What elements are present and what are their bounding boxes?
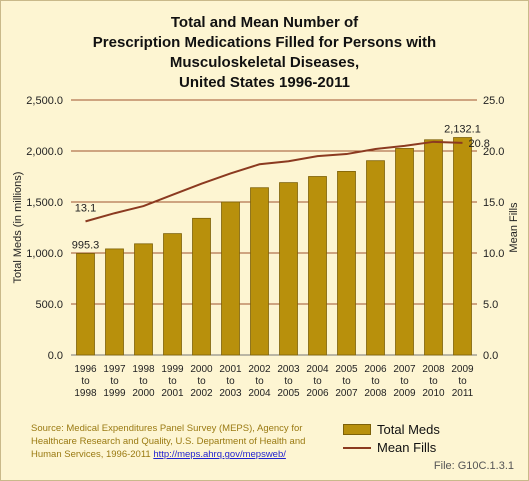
legend-item-mean-fills: Mean Fills xyxy=(343,438,493,456)
y-axis-title: Total Meds (in millions) xyxy=(12,172,24,284)
x-tick-label: to xyxy=(197,376,206,387)
source-note: Source: Medical Expenditures Panel Surve… xyxy=(31,422,331,461)
legend-label: Total Meds xyxy=(377,422,440,437)
x-tick-label: 2004 xyxy=(306,364,329,375)
legend-line-swatch xyxy=(343,447,371,449)
x-tick-label: 2001 xyxy=(161,388,184,399)
y-tick-label: 2,000.0 xyxy=(26,146,63,158)
x-tick-label: 2002 xyxy=(248,364,271,375)
bar-total-meds xyxy=(337,170,356,356)
x-tick-label: 2001 xyxy=(219,364,242,375)
bar-total-meds xyxy=(192,217,211,356)
x-tick-label: 2009 xyxy=(451,364,474,375)
y2-tick-label: 5.0 xyxy=(483,299,498,311)
x-tick-label: 2010 xyxy=(422,388,445,399)
data-label: 20.8 xyxy=(469,138,490,150)
data-label: 995.3 xyxy=(72,239,100,251)
x-tick-label: 2000 xyxy=(190,364,213,375)
x-tick-label: to xyxy=(342,376,351,387)
bar-total-meds xyxy=(105,248,124,356)
x-tick-label: to xyxy=(110,376,119,387)
x-tick-label: to xyxy=(458,376,467,387)
x-tick-label: 2006 xyxy=(306,388,329,399)
x-tick-label: to xyxy=(139,376,148,387)
bar-total-meds xyxy=(250,187,269,356)
legend: Total Meds Mean Fills xyxy=(343,420,493,456)
x-tick-label: 1999 xyxy=(103,388,126,399)
bar-total-meds xyxy=(221,201,240,356)
bar-total-meds xyxy=(453,137,472,356)
x-tick-label: to xyxy=(313,376,322,387)
x-tick-label: to xyxy=(371,376,380,387)
x-tick-label: 2009 xyxy=(393,388,416,399)
x-tick-label: to xyxy=(429,376,438,387)
x-tick-label: 1996 xyxy=(74,364,97,375)
x-tick-label: to xyxy=(168,376,177,387)
x-tick-label: to xyxy=(284,376,293,387)
line-mean-fills xyxy=(85,140,463,223)
x-tick-label: 2005 xyxy=(277,388,300,399)
bar-total-meds xyxy=(134,243,153,356)
source-link[interactable]: http://meps.ahrq.gov/mepsweb/ xyxy=(153,449,286,460)
x-tick-label: 2008 xyxy=(422,364,445,375)
legend-item-total-meds: Total Meds xyxy=(343,420,493,438)
bar-total-meds xyxy=(163,233,182,356)
x-tick-label: 1998 xyxy=(74,388,97,399)
x-tick-label: to xyxy=(255,376,264,387)
data-label: 13.1 xyxy=(75,202,96,214)
bar-total-meds xyxy=(76,253,95,356)
source-text: Source: Medical Expenditures Panel Surve… xyxy=(31,423,306,460)
legend-label: Mean Fills xyxy=(377,440,437,455)
data-label: 2,132.1 xyxy=(444,124,481,136)
chart-title: Total and Mean Number of Prescription Me… xyxy=(1,13,528,93)
bar-total-meds xyxy=(308,176,327,356)
y2-tick-label: 10.0 xyxy=(483,248,504,260)
x-tick-label: 1999 xyxy=(161,364,184,375)
y2-tick-label: 15.0 xyxy=(483,197,504,209)
x-tick-label: 1998 xyxy=(132,364,155,375)
x-tick-label: 2005 xyxy=(335,364,358,375)
bar-total-meds xyxy=(424,139,443,356)
y-tick-label: 1,500.0 xyxy=(26,197,63,209)
x-tick-label: 2002 xyxy=(190,388,213,399)
chart-title-line: Prescription Medications Filled for Pers… xyxy=(92,34,437,51)
chart-title-line: Total and Mean Number of xyxy=(170,14,359,31)
y2-tick-label: 25.0 xyxy=(483,95,504,107)
y-tick-label: 1,000.0 xyxy=(26,248,63,260)
y-tick-label: 500.0 xyxy=(35,299,63,311)
y2-tick-label: 20.0 xyxy=(483,146,504,158)
x-tick-label: to xyxy=(81,376,90,387)
x-tick-label: 2008 xyxy=(364,388,387,399)
chart-title-line: Musculoskeletal Diseases, xyxy=(169,54,360,71)
x-tick-label: 2011 xyxy=(452,388,474,399)
x-tick-label: to xyxy=(400,376,409,387)
bar-total-meds xyxy=(279,182,298,356)
bar-total-meds xyxy=(395,148,414,356)
x-tick-label: to xyxy=(226,376,235,387)
x-tick-label: 2007 xyxy=(335,388,358,399)
chart-title-line: United States 1996-2011 xyxy=(179,74,350,91)
x-tick-label: 2006 xyxy=(364,364,387,375)
x-tick-label: 2003 xyxy=(277,364,300,375)
file-id: File: G10C.1.3.1 xyxy=(433,460,514,472)
x-tick-label: 2007 xyxy=(393,364,416,375)
x-tick-label: 1997 xyxy=(103,364,126,375)
y-tick-label: 0.0 xyxy=(48,350,63,362)
y2-tick-label: 0.0 xyxy=(483,350,498,362)
x-tick-label: 2003 xyxy=(219,388,242,399)
y-tick-label: 2,500.0 xyxy=(26,95,63,107)
y2-axis-title: Mean Fills xyxy=(508,202,520,253)
x-tick-label: 2004 xyxy=(248,388,271,399)
bar-total-meds xyxy=(366,160,385,356)
x-tick-label: 2000 xyxy=(132,388,155,399)
legend-bar-swatch xyxy=(343,424,371,435)
